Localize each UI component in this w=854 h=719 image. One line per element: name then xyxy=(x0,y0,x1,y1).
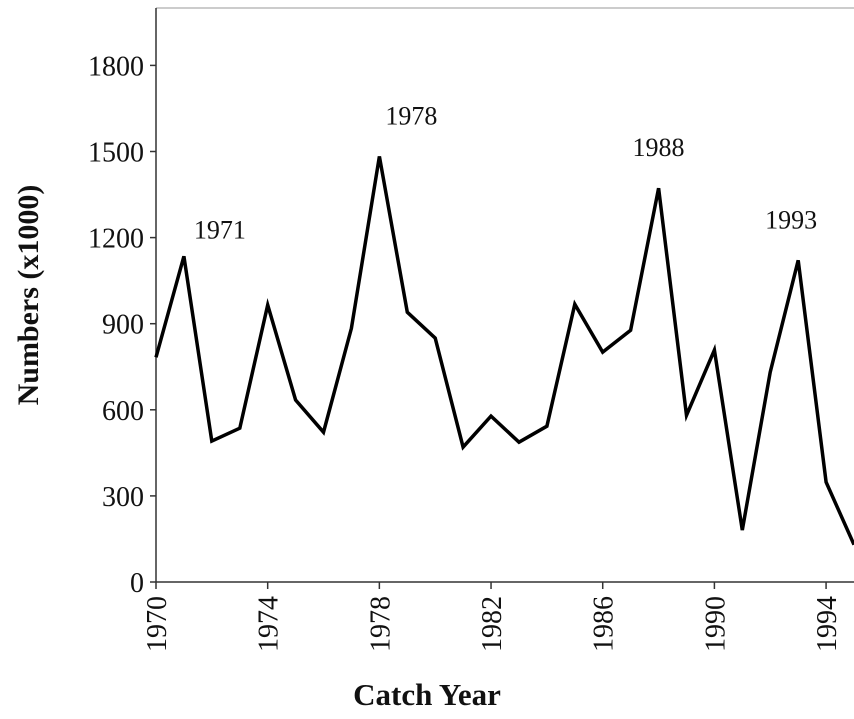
y-tick-label: 300 xyxy=(102,482,144,513)
x-tick-label: 1978 xyxy=(365,596,396,652)
x-axis-title: Catch Year xyxy=(353,677,501,712)
x-tick-label: 1974 xyxy=(254,596,285,652)
data-line xyxy=(154,156,854,546)
y-tick-label: 1200 xyxy=(88,224,144,255)
annotation: 1988 xyxy=(633,133,685,162)
y-tick-label: 900 xyxy=(102,310,144,341)
y-tick-label: 0 xyxy=(130,568,144,599)
annotation: 1978 xyxy=(385,101,437,130)
y-tick-label: 1500 xyxy=(88,138,144,169)
annotation: 1993 xyxy=(765,205,817,234)
y-tick-label: 600 xyxy=(102,396,144,427)
x-tick-label: 1990 xyxy=(700,596,731,652)
x-tick-label: 1986 xyxy=(589,596,620,652)
x-tick-label: 1994 xyxy=(812,596,843,652)
x-tick-label: 1970 xyxy=(142,596,173,652)
annotation: 1971 xyxy=(194,215,246,244)
x-tick-label: 1982 xyxy=(477,596,508,652)
y-tick-label: 1800 xyxy=(88,51,144,82)
y-axis-title: Numbers (x1000) xyxy=(12,185,45,406)
